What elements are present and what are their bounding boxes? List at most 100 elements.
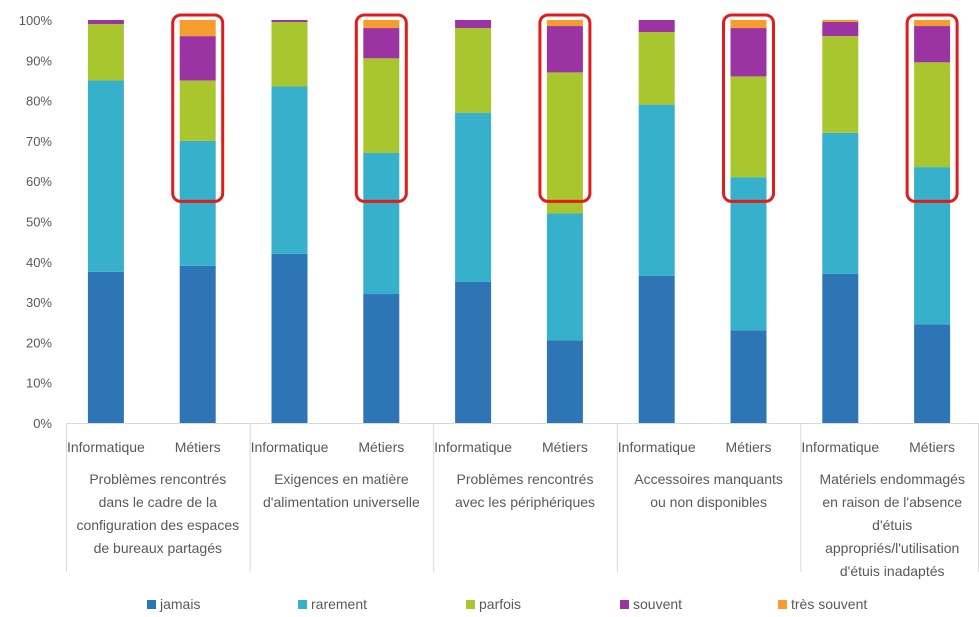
legend-label: souvent (633, 596, 682, 612)
group-label: en raison de l'absence (822, 494, 962, 510)
bars (87, 20, 951, 423)
group-label: avec les périphériques (455, 494, 595, 510)
bar-segment-très-souvent (546, 20, 583, 27)
group-label: Exigences en matière (274, 471, 409, 487)
legend-swatch (298, 600, 307, 609)
bar-segment-souvent (638, 20, 675, 33)
bar-segment-très-souvent (363, 20, 400, 29)
bar-segment-parfois (363, 58, 400, 153)
group-label: dans le cadre de la (99, 494, 218, 510)
bar-segment-souvent (455, 20, 492, 29)
bar-segment-très-souvent (822, 20, 859, 23)
bar-segment-souvent (179, 36, 216, 81)
legend-swatch (620, 600, 629, 609)
y-tick-label: 10% (26, 376, 52, 391)
bar-segment-parfois (914, 62, 951, 168)
bar-segment-très-souvent (179, 20, 216, 37)
y-tick-label: 50% (26, 215, 52, 230)
legend: jamais rarement parfois souvent très souvent (147, 596, 867, 612)
bar-segment-souvent (363, 28, 400, 59)
category-label: Informatique (801, 439, 879, 455)
highlight-box (354, 13, 408, 203)
bar-segment-rarement (546, 213, 583, 341)
bar-segment-parfois (730, 76, 767, 178)
group-label: d'alimentation universelle (263, 494, 420, 510)
legend-swatch (466, 600, 475, 609)
highlight-boxes (171, 13, 959, 203)
bar-segment-jamais (638, 275, 675, 423)
legend-label: parfois (479, 596, 521, 612)
y-tick-label: 30% (26, 295, 52, 310)
bar-segment-jamais (271, 253, 308, 423)
bar-segment-souvent (546, 26, 583, 73)
bar-segment-rarement (914, 167, 951, 325)
y-tick-label: 100% (19, 13, 53, 28)
bar-segment-jamais (546, 340, 583, 423)
legend-swatch (147, 600, 156, 609)
y-tick-label: 40% (26, 255, 52, 270)
bar-segment-rarement (271, 86, 308, 254)
highlight-box (171, 13, 225, 203)
category-label: Métiers (542, 439, 588, 455)
group-label: Matériels endommagés (819, 471, 965, 487)
category-label: Métiers (726, 439, 772, 455)
bar-segment-jamais (822, 273, 859, 423)
category-label: Informatique (434, 439, 512, 455)
group-label: de bureaux partagés (94, 540, 222, 556)
y-tick-label: 70% (26, 134, 52, 149)
highlight-box (538, 13, 592, 203)
legend-label: très souvent (791, 596, 867, 612)
legend-label: jamais (159, 596, 200, 612)
bar-segment-parfois (179, 80, 216, 141)
bar-segment-parfois (546, 72, 583, 214)
bar-segment-souvent (822, 22, 859, 37)
y-tick-label: 60% (26, 174, 52, 189)
y-axis: 0% 10% 20% 30% 40% 50% 60% 70% 80% 90% 100% (19, 13, 53, 431)
bar-segment-parfois (87, 24, 124, 81)
y-tick-label: 0% (33, 416, 52, 431)
bar-segment-parfois (638, 32, 675, 105)
bar-segment-jamais (363, 294, 400, 423)
bar-segment-jamais (455, 281, 492, 423)
group-label: configuration des espaces (76, 517, 239, 533)
category-label: Métiers (909, 439, 955, 455)
group-label: d'étuis (872, 517, 912, 533)
bar-segment-souvent (730, 28, 767, 77)
highlight-box (722, 13, 775, 203)
bar-segment-jamais (179, 265, 216, 423)
bar-segment-rarement (179, 140, 216, 266)
legend-label: rarement (311, 596, 367, 612)
bar-segment-souvent (87, 20, 124, 25)
legend-swatch (778, 600, 787, 609)
group-label: ou non disponibles (650, 494, 767, 510)
category-label: Informatique (67, 439, 145, 455)
group-label: d'étuis inadaptés (840, 563, 945, 579)
category-label: Informatique (618, 439, 696, 455)
bar-segment-souvent (914, 26, 951, 63)
bar-segment-rarement (455, 112, 492, 282)
bar-segment-rarement (638, 104, 675, 276)
bar-segment-rarement (87, 80, 124, 272)
bar-segment-très-souvent (914, 20, 951, 27)
group-label: Problèmes rencontrés (89, 471, 226, 487)
bar-segment-jamais (914, 324, 951, 423)
bar-segment-parfois (271, 22, 308, 87)
y-tick-label: 80% (26, 94, 52, 109)
bar-segment-parfois (822, 36, 859, 133)
highlight-box (905, 13, 959, 203)
category-label: Métiers (358, 439, 404, 455)
group-label: Accessoires manquants (634, 471, 783, 487)
bar-segment-jamais (730, 330, 767, 423)
category-label: Métiers (175, 439, 221, 455)
group-label: Problèmes rencontrés (457, 471, 594, 487)
bar-segment-souvent (271, 20, 308, 23)
bar-segment-très-souvent (730, 20, 767, 29)
x-axis: Informatique Métiers Problèmes rencontrés d… (66, 423, 979, 579)
group-label: appropriés/l'utilisation (825, 540, 959, 556)
bar-segment-rarement (363, 152, 400, 295)
y-tick-label: 20% (26, 335, 52, 350)
category-label: Informatique (251, 439, 329, 455)
bar-segment-rarement (822, 132, 859, 274)
bar-segment-parfois (455, 28, 492, 113)
